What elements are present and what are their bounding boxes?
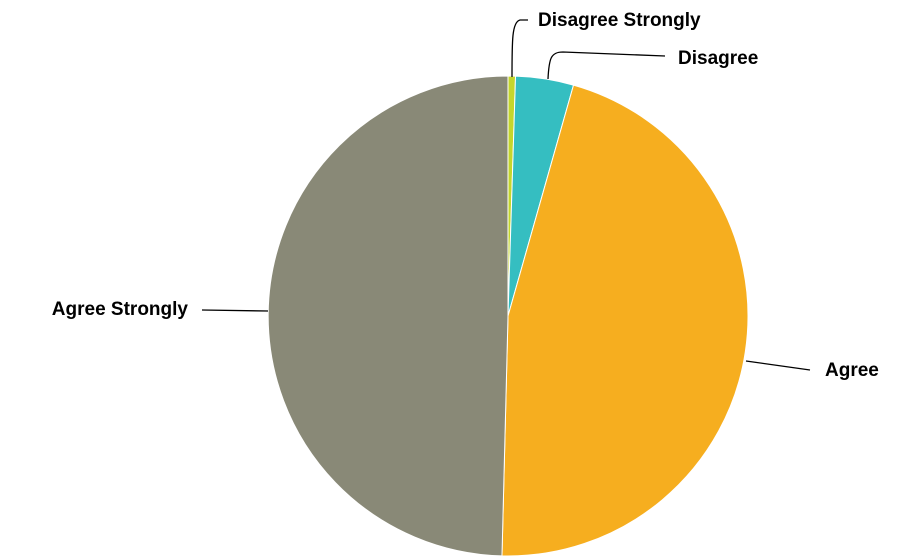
leader-lines [201, 19, 811, 371]
slice-label-disagree-strongly: Disagree Strongly [538, 10, 701, 31]
slice-label-disagree: Disagree [678, 48, 758, 69]
slice-label-agree-strongly: Agree Strongly [52, 299, 189, 320]
pie-slices [267, 75, 749, 557]
slice-label-agree: Agree [825, 360, 879, 381]
pie-slice-agree [501, 84, 749, 557]
slice-labels: Disagree Strongly Disagree Agree Agree Stro… [52, 10, 879, 381]
pie-slice-agree-strongly [267, 75, 509, 557]
leader-line-agree [745, 360, 811, 371]
leader-line-agree-strongly [201, 309, 269, 312]
leader-line-disagree-strongly [511, 19, 528, 78]
leader-line-disagree [547, 51, 666, 80]
